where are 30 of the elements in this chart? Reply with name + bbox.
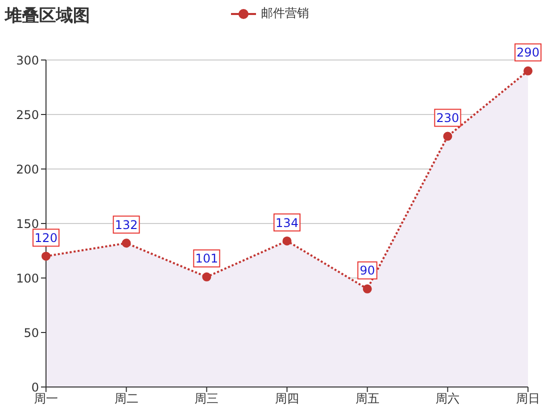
point [42, 252, 50, 261]
point [362, 284, 372, 294]
point [443, 132, 452, 141]
x-tick-label: 周一 [34, 392, 58, 406]
x-tick-label: 周二 [114, 392, 138, 406]
x-tick-label: 周三 [194, 392, 219, 406]
x-tick-label: 周四 [275, 392, 299, 406]
chart-title: 堆叠区域图 [5, 5, 90, 27]
point [524, 66, 532, 76]
x-tick-label: 周日 [516, 392, 540, 406]
point [282, 236, 292, 246]
y-tick-label: 0 [31, 380, 39, 394]
y-tick-label: 150 [16, 216, 39, 231]
data-label: 230 [436, 111, 460, 126]
data-label: 101 [195, 252, 218, 266]
point [122, 238, 131, 248]
data-label: 290 [516, 46, 540, 60]
y-tick-label: 250 [16, 108, 39, 122]
y-tick-label: 100 [16, 271, 39, 286]
data-label: 134 [276, 216, 298, 230]
data-label: 132 [114, 218, 138, 232]
data-label: 120 [34, 231, 58, 246]
x-tick-label: 周六 [436, 392, 460, 406]
legend-label: 邮件营销 [261, 6, 309, 20]
y-tick-label: 50 [24, 326, 39, 340]
point [202, 272, 212, 282]
y-tick-label: 300 [16, 53, 39, 68]
x-tick-label: 周五 [355, 392, 380, 406]
y-tick-label: 200 [16, 162, 39, 176]
data-label: 90 [360, 264, 375, 278]
